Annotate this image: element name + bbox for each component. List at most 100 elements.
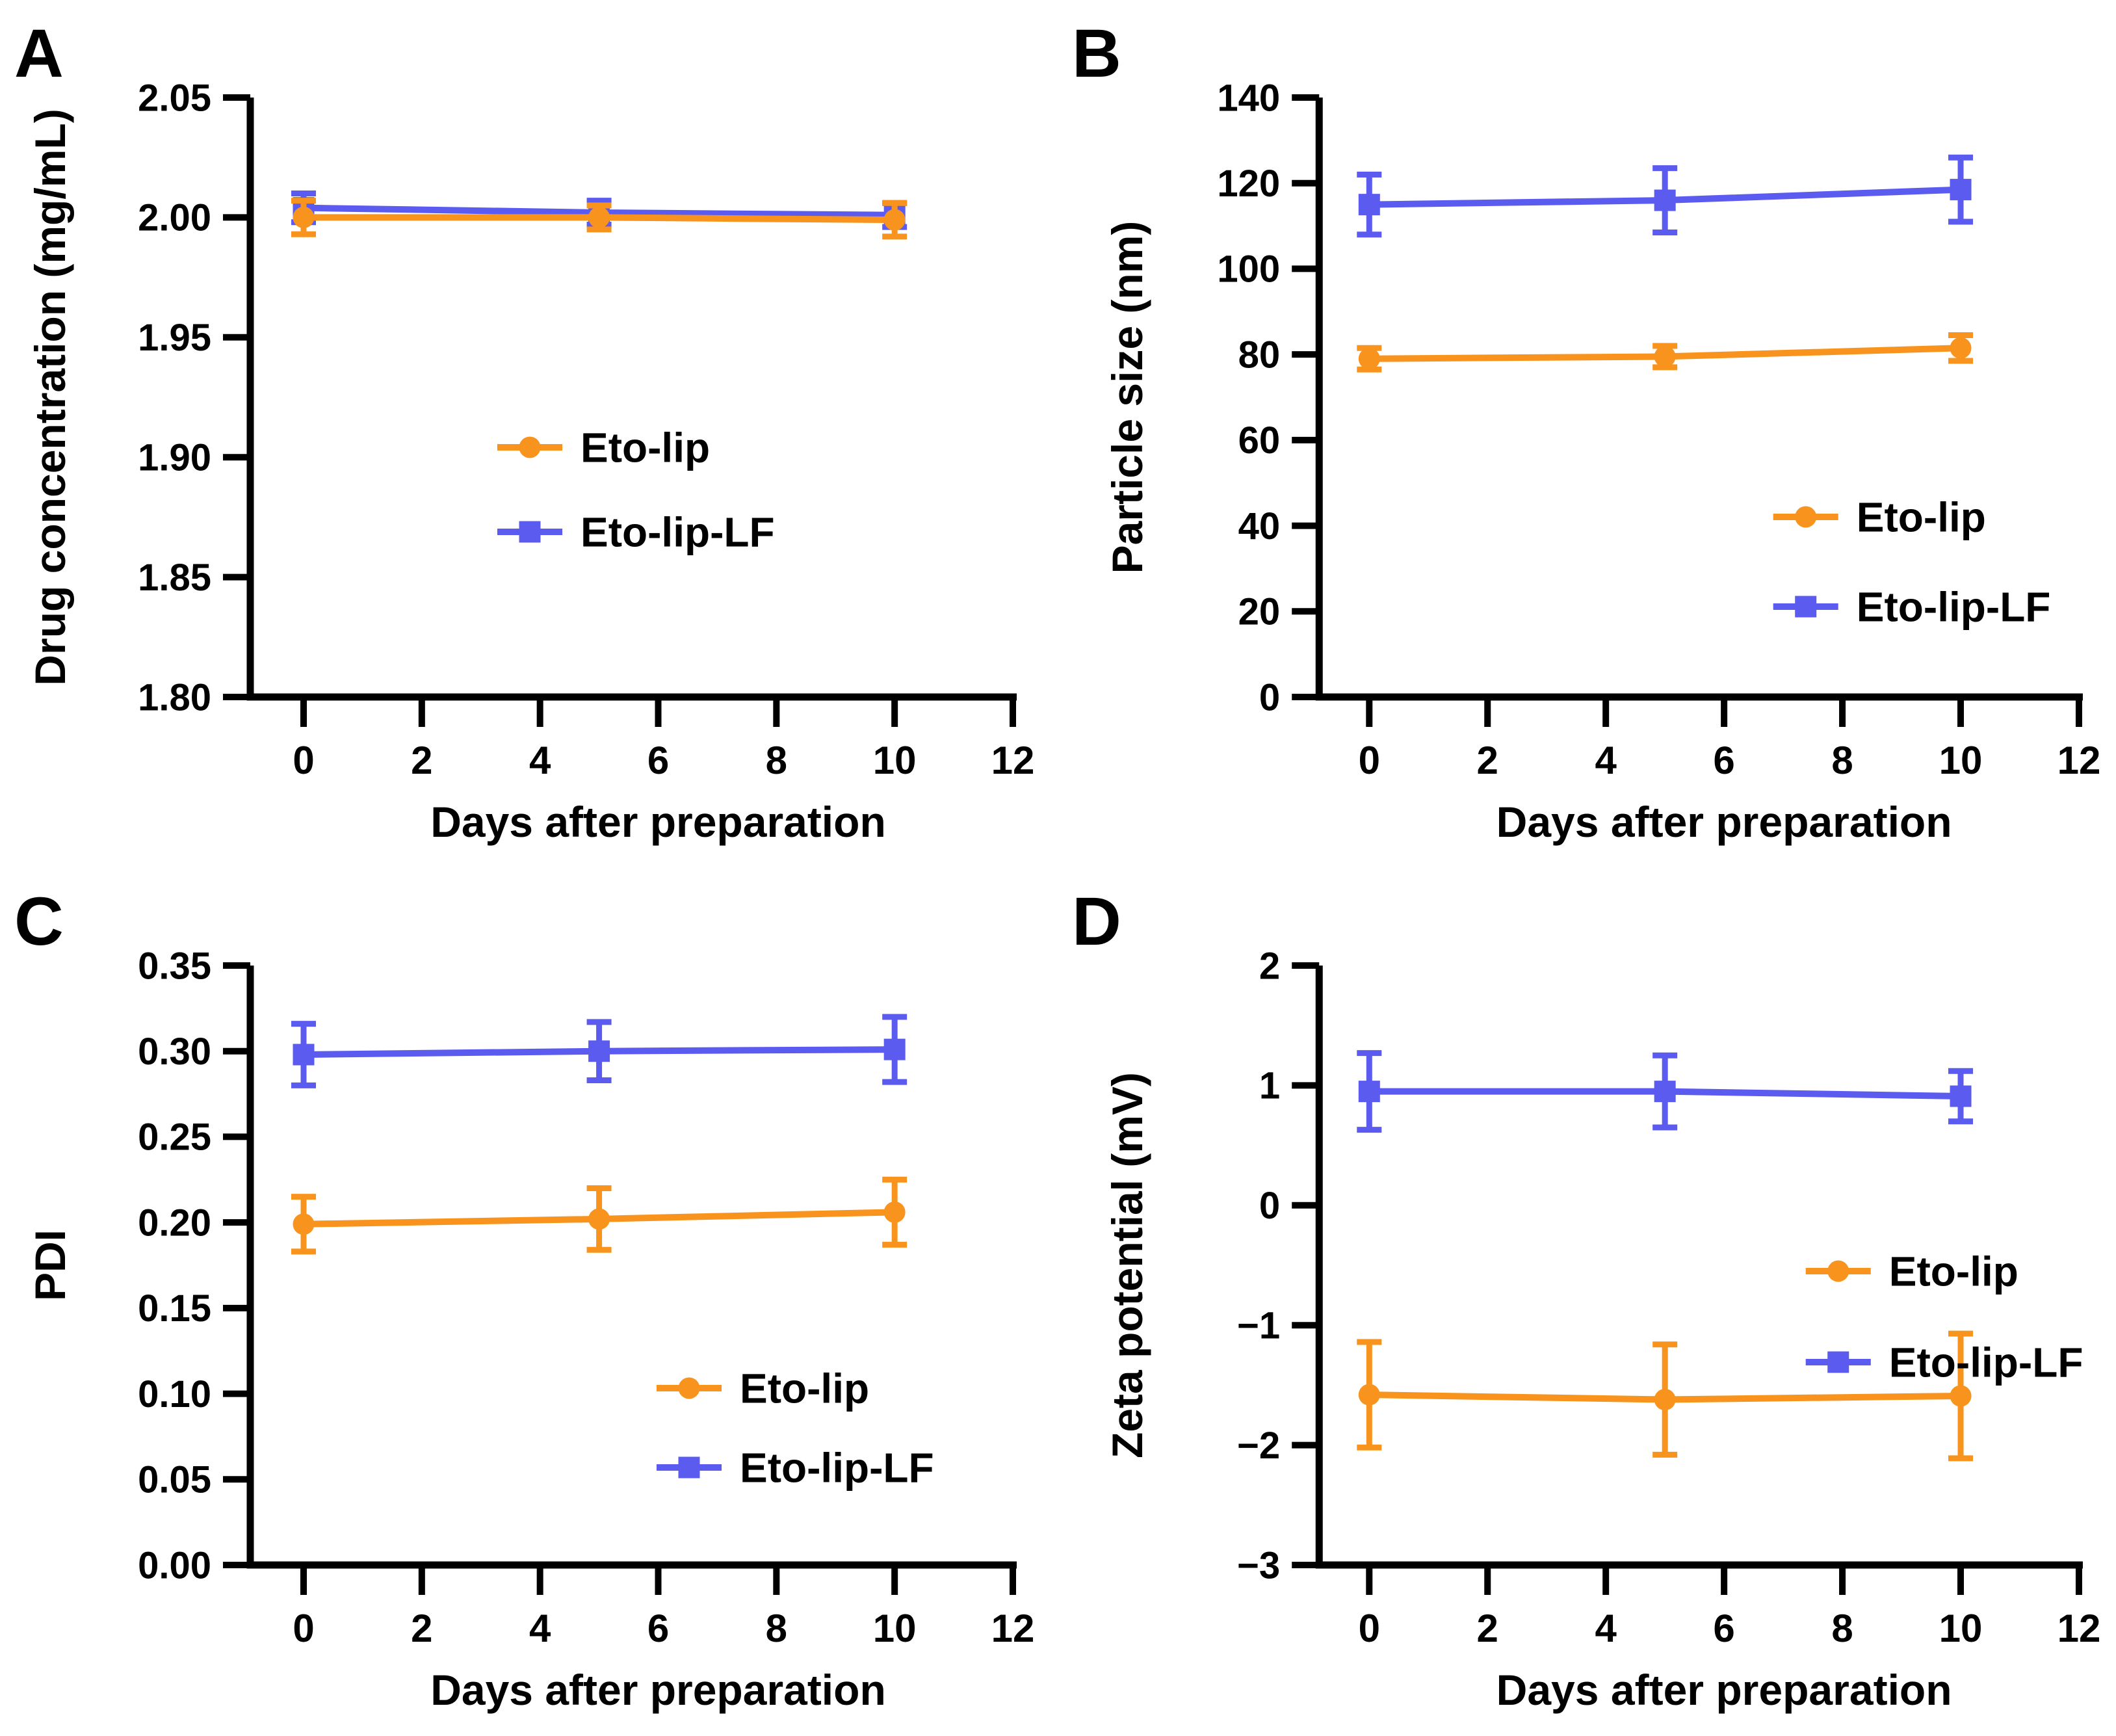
y-tick-label: 120 [1217, 163, 1280, 205]
data-point-eto-lip-lf [588, 1040, 610, 1062]
y-tick-label: −2 [1237, 1425, 1280, 1467]
data-point-eto-lip [588, 1208, 610, 1230]
y-tick-label: 20 [1238, 591, 1281, 633]
y-tick-label: 1.85 [138, 557, 211, 599]
x-tick-label: 12 [991, 1607, 1035, 1650]
panel-label: D [1072, 884, 1121, 960]
x-tick-label: 12 [2057, 1607, 2101, 1650]
legend-marker-circle-icon [1795, 506, 1817, 528]
x-tick-label: 10 [1939, 739, 1983, 782]
data-point-eto-lip [883, 1201, 906, 1223]
panel-d: D −3 −2 −1 0 1 2 0 2 4 6 8 10 12 Days after preparatio… [1058, 868, 2116, 1736]
legend-label: Eto-lip-LF [740, 1444, 934, 1491]
y-tick-label: 1.90 [138, 437, 211, 479]
x-tick-label: 8 [766, 1607, 787, 1650]
legend-label: Eto-lip [581, 424, 710, 471]
panel-b-chart: B 0 20 40 60 80 100 120 140 0 2 4 6 8 10 12 Days after p… [1072, 16, 2101, 846]
y-tick-label: 2 [1259, 945, 1280, 987]
x-tick-label: 12 [2057, 739, 2101, 782]
y-tick-label: 100 [1217, 248, 1280, 291]
y-axis-title: Particle size (nm) [1103, 221, 1151, 574]
panel-label: A [14, 16, 64, 92]
data-point-eto-lip-lf [1654, 189, 1676, 211]
y-tick-label: 0.30 [138, 1031, 211, 1073]
y-tick-label: 40 [1238, 505, 1281, 547]
x-tick-label: 4 [1595, 739, 1617, 782]
x-tick-label: 2 [1477, 1607, 1498, 1650]
legend-marker-circle-icon [678, 1377, 700, 1399]
x-tick-label: 6 [1713, 1607, 1734, 1650]
legend-marker-square-icon [519, 521, 541, 543]
data-point-eto-lip-lf [293, 1044, 315, 1066]
x-tick-label: 6 [647, 1607, 669, 1650]
legend-marker-circle-icon [519, 436, 541, 458]
x-tick-label: 0 [293, 739, 314, 782]
data-point-eto-lip [1358, 1384, 1380, 1406]
data-point-eto-lip [1950, 1385, 1972, 1407]
y-tick-label: 140 [1217, 77, 1280, 119]
data-point-eto-lip-lf [1358, 194, 1380, 216]
x-tick-label: 12 [991, 739, 1035, 782]
data-point-eto-lip [883, 209, 906, 231]
legend-marker-square-icon [1827, 1351, 1849, 1373]
y-tick-label: 0.20 [138, 1202, 211, 1244]
x-tick-label: 0 [1359, 1607, 1380, 1650]
data-point-eto-lip-lf [1654, 1081, 1676, 1103]
y-tick-label: 2.00 [138, 197, 211, 239]
data-point-eto-lip [1950, 337, 1972, 359]
x-tick-label: 2 [411, 739, 432, 782]
x-axis-title: Days after preparation [1496, 798, 1952, 846]
x-tick-label: 10 [873, 1607, 917, 1650]
data-point-eto-lip [293, 1213, 315, 1235]
y-tick-label: 0 [1259, 1185, 1280, 1227]
data-point-eto-lip-lf [1358, 1081, 1380, 1103]
y-tick-label: 0.10 [138, 1373, 211, 1415]
data-point-eto-lip [588, 206, 610, 228]
y-tick-label: 0.25 [138, 1116, 211, 1159]
x-tick-label: 2 [411, 1607, 432, 1650]
data-point-eto-lip [1358, 348, 1380, 370]
y-tick-label: 0 [1259, 676, 1280, 718]
data-point-eto-lip-lf [1950, 1085, 1972, 1107]
y-tick-label: 60 [1238, 419, 1281, 462]
x-axis-title: Days after preparation [1496, 1666, 1952, 1714]
panel-b: B 0 20 40 60 80 100 120 140 0 2 4 6 8 10 12 Days after p… [1058, 0, 2116, 868]
legend-label: Eto-lip-LF [1889, 1339, 2083, 1386]
x-axis-title: Days after preparation [430, 1666, 886, 1714]
x-tick-label: 8 [1831, 1607, 1853, 1650]
panel-label: B [1072, 16, 1121, 92]
x-tick-label: 4 [529, 1607, 551, 1650]
x-tick-label: 10 [1939, 1607, 1983, 1650]
x-tick-label: 2 [1477, 739, 1498, 782]
y-tick-label: 1.95 [138, 317, 211, 359]
x-tick-label: 4 [1595, 1607, 1617, 1650]
panel-a: A 1.80 1.85 1.90 1.95 2.00 2.05 0 2 4 6 8 10 12 Days a… [0, 0, 1058, 868]
y-tick-label: 1.80 [138, 676, 211, 718]
legend-label: Eto-lip [1857, 493, 1986, 540]
data-point-eto-lip [1654, 345, 1676, 367]
panel-label: C [14, 884, 64, 960]
y-tick-label: 2.05 [138, 77, 211, 119]
y-tick-label: 0.05 [138, 1459, 211, 1501]
x-axis-title: Days after preparation [430, 798, 886, 846]
y-tick-label: 1 [1259, 1065, 1280, 1107]
x-tick-label: 0 [1359, 739, 1380, 782]
data-point-eto-lip [1654, 1389, 1676, 1411]
data-point-eto-lip [293, 206, 315, 228]
y-tick-label: −1 [1237, 1305, 1280, 1347]
legend-label: Eto-lip [1889, 1248, 2018, 1295]
data-point-eto-lip-lf [1950, 179, 1972, 201]
legend-label: Eto-lip [740, 1365, 869, 1412]
panel-c: C 0.00 0.05 0.10 0.15 0.20 0.25 0.30 0.35 0 2 4 6 8 10… [0, 868, 1058, 1736]
x-tick-label: 4 [529, 739, 551, 782]
x-tick-label: 6 [1713, 739, 1734, 782]
y-tick-label: 80 [1238, 334, 1281, 376]
y-tick-label: −3 [1237, 1544, 1280, 1586]
x-tick-label: 0 [293, 1607, 314, 1650]
y-tick-label: 0.35 [138, 945, 211, 987]
panel-a-chart: A 1.80 1.85 1.90 1.95 2.00 2.05 0 2 4 6 8 10 12 Days a… [14, 16, 1035, 846]
panel-c-chart: C 0.00 0.05 0.10 0.15 0.20 0.25 0.30 0.35 0 2 4 6 8 10… [14, 884, 1035, 1714]
x-tick-label: 10 [873, 739, 917, 782]
